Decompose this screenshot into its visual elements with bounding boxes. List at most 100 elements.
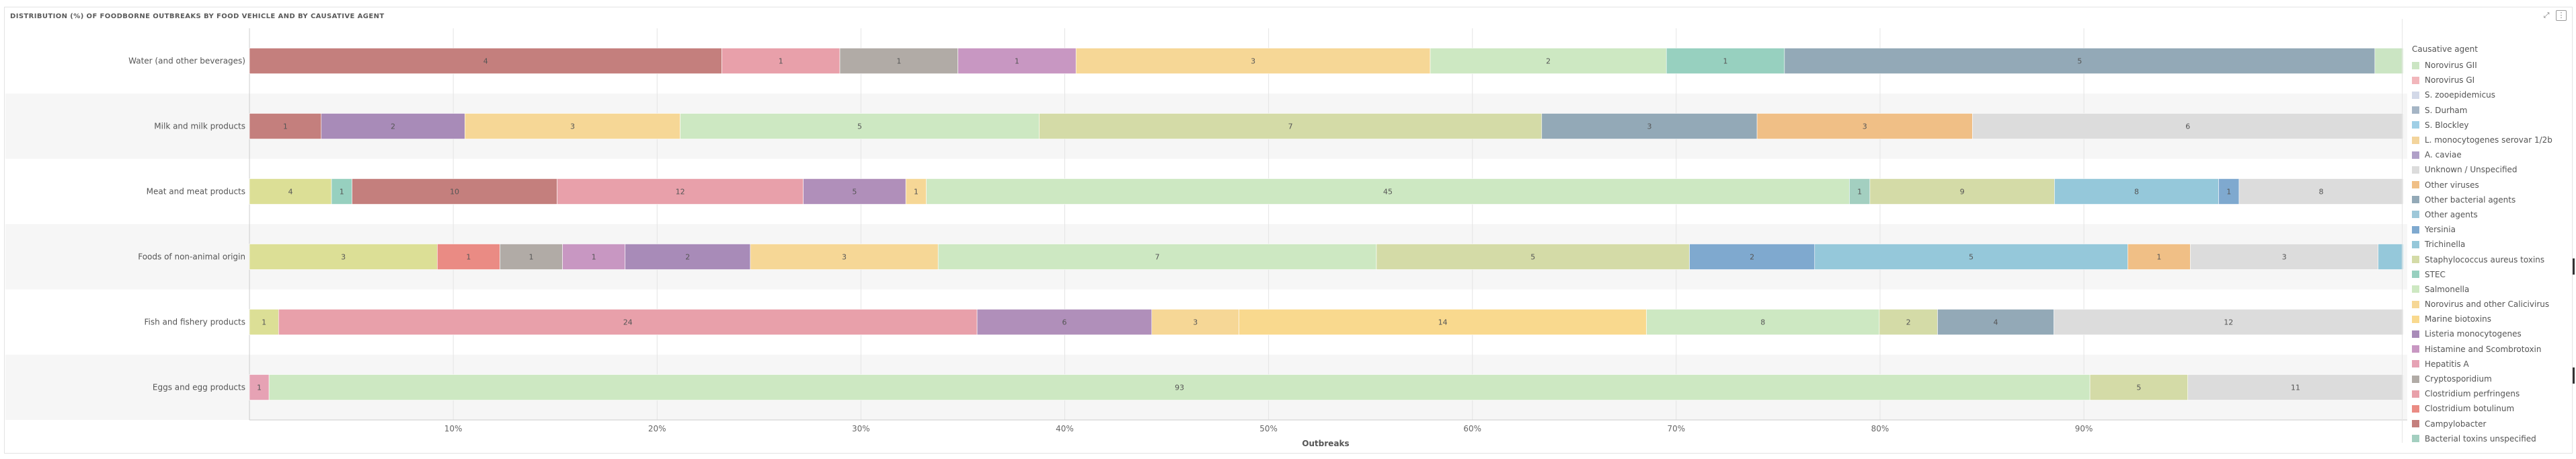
bar-data-label: 1 [466, 253, 471, 262]
legend-swatch [2412, 256, 2419, 264]
x-tick-label: 40% [1056, 424, 1074, 433]
legend-item[interactable]: Yersinia [2409, 222, 2557, 237]
legend-swatch [2412, 225, 2419, 234]
scroll-marker [2573, 258, 2575, 275]
legend-item[interactable]: Staphylococcus aureus toxins [2409, 252, 2557, 267]
legend-label: STEC [2425, 269, 2446, 279]
bar-data-label: 2 [1906, 318, 1911, 327]
bar-data-label: 24 [623, 318, 633, 327]
legend-swatch [2412, 420, 2419, 428]
bar-data-label: 5 [1530, 253, 1535, 262]
bar-data-label: 7 [1155, 253, 1160, 262]
legend-label: Salmonella [2425, 284, 2470, 294]
bar-segment [1376, 244, 1690, 270]
legend-swatch [2412, 240, 2419, 248]
legend-label: Norovirus GI [2425, 75, 2475, 85]
x-tick-label: 50% [1259, 424, 1278, 433]
bar-segment [249, 113, 322, 139]
legend-label: Clostridium perfringens [2425, 389, 2520, 399]
legend: Causative agent Norovirus GII Norovirus G… [2402, 19, 2557, 446]
legend-label: Hepatitis A [2425, 359, 2469, 369]
legend-swatch [2412, 271, 2419, 279]
bar-segment [1430, 48, 1667, 74]
legend-item[interactable]: Histamine and Scombrotoxin [2409, 342, 2557, 357]
bar-data-label: 45 [1383, 188, 1393, 197]
legend-swatch [2412, 345, 2419, 353]
legend-item[interactable]: Hepatitis A [2409, 357, 2557, 372]
bar-segment [1869, 178, 2055, 205]
legend-item[interactable]: Other bacterial agents [2409, 192, 2557, 207]
legend-label: Listeria monocytogenes [2425, 329, 2522, 339]
legend-swatch [2412, 390, 2419, 398]
legend-item[interactable]: Other viruses [2409, 178, 2557, 192]
bar-data-label: 4 [288, 188, 293, 197]
legend-item[interactable]: S. Blockley [2409, 118, 2557, 133]
bar-data-label: 8 [1760, 318, 1765, 327]
bar-data-label: 1 [1723, 57, 1728, 66]
legend-item[interactable]: S. zooepidemicus [2409, 87, 2557, 102]
bar-segment [680, 113, 1040, 139]
legend-item[interactable]: Clostridium perfringens [2409, 386, 2557, 401]
bar-data-label: 7 [1288, 122, 1293, 131]
bar-segment [803, 178, 906, 205]
legend-item[interactable]: Salmonella [2409, 282, 2557, 297]
bar-data-label: 3 [570, 122, 575, 131]
bar-segment [2218, 178, 2240, 205]
legend-item[interactable]: Cryptosporidium [2409, 372, 2557, 386]
bar-segment [905, 178, 927, 205]
legend-item[interactable]: Clostridium botulinum [2409, 401, 2557, 416]
legend-label: Norovirus GII [2425, 61, 2477, 71]
legend-swatch [2412, 300, 2419, 308]
x-tick-label: 20% [648, 424, 666, 433]
legend-item[interactable]: Trichinella [2409, 237, 2557, 252]
legend-label: A. caviae [2425, 150, 2462, 160]
bar-data-label: 3 [341, 253, 346, 262]
menu-icon[interactable]: ⋮ [2556, 10, 2567, 21]
legend-item[interactable]: Norovirus and other Calicivirus [2409, 297, 2557, 312]
legend-label: Histamine and Scombrotoxin [2425, 344, 2542, 354]
legend-item[interactable]: Norovirus GI [2409, 73, 2557, 87]
bar-segment [557, 178, 804, 205]
legend-item[interactable]: Campylobacter [2409, 417, 2557, 431]
legend-swatch [2412, 91, 2419, 99]
bar-segment [1075, 48, 1431, 74]
legend-item[interactable]: Listeria monocytogenes [2409, 326, 2557, 341]
legend-label: Trichinella [2425, 240, 2466, 250]
legend-item[interactable]: Other agents [2409, 207, 2557, 222]
legend-label: S. Blockley [2425, 120, 2469, 130]
legend-item[interactable]: Norovirus GII [2409, 58, 2557, 73]
bar-data-label: 1 [2156, 253, 2161, 262]
expand-icon[interactable]: ⤢ [2543, 11, 2550, 20]
legend-item[interactable]: L. monocytogenes serovar 1/2b [2409, 133, 2557, 147]
bar-data-label: 5 [2077, 57, 2082, 66]
y-category-label: Fish and fishery products [145, 318, 245, 327]
bar-segment [278, 309, 978, 335]
bar-segment [249, 374, 270, 400]
legend-label: Other bacterial agents [2425, 195, 2516, 205]
legend-item[interactable]: Marine biotoxins [2409, 312, 2557, 326]
legend-title: Causative agent [2412, 44, 2478, 54]
bar-data-label: 5 [852, 188, 857, 197]
legend-item[interactable]: Unknown / Unspecified [2409, 162, 2557, 177]
bar-data-label: 1 [1857, 188, 1862, 197]
bar-data-label: 2 [391, 122, 395, 131]
x-axis-title: Outbreaks [1302, 439, 1349, 448]
bar-data-label: 1 [779, 57, 783, 66]
bar-data-label: 4 [1994, 318, 1998, 327]
legend-label: S. zooepidemicus [2425, 90, 2496, 100]
legend-swatch [2412, 435, 2419, 443]
bar-segment [249, 244, 438, 270]
legend-label: Bacterial toxins unspecified [2425, 433, 2536, 444]
legend-item[interactable]: A. caviae [2409, 147, 2557, 162]
y-category-label: Milk and milk products [154, 122, 245, 131]
legend-label: Campylobacter [2425, 419, 2487, 429]
legend-label: Other agents [2425, 209, 2478, 219]
legend-item[interactable]: STEC [2409, 267, 2557, 282]
scroll-marker [2573, 367, 2575, 384]
bar-data-label: 1 [592, 253, 596, 262]
bar-segment [750, 244, 939, 270]
legend-item[interactable]: Bacterial toxins unspecified [2409, 431, 2557, 446]
legend-item[interactable]: S. Durham [2409, 103, 2557, 118]
legend-swatch [2412, 121, 2419, 129]
bar-data-label: 3 [842, 253, 847, 262]
